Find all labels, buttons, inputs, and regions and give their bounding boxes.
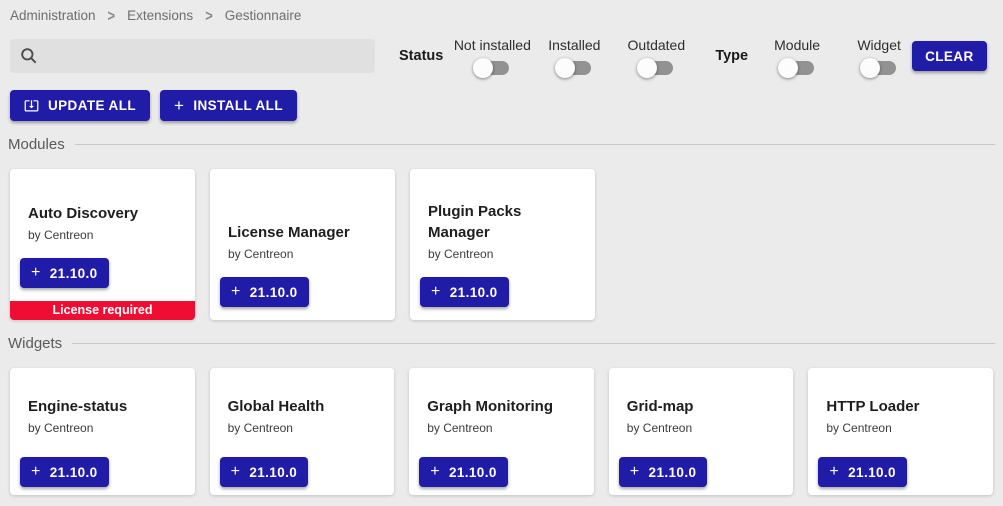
- install-version-button[interactable]: + 21.10.0: [20, 258, 109, 288]
- type-filter-label: Type: [715, 48, 749, 64]
- chevron-right-icon: >: [107, 6, 116, 25]
- update-all-button[interactable]: UPDATE ALL: [10, 90, 150, 121]
- version-label: 21.10.0: [249, 464, 298, 480]
- install-version-button[interactable]: + 21.10.0: [220, 277, 309, 307]
- install-all-button[interactable]: + INSTALL ALL: [160, 90, 297, 121]
- version-label: 21.10.0: [848, 464, 896, 480]
- plus-icon: +: [829, 463, 840, 480]
- bulk-actions: UPDATE ALL + INSTALL ALL: [10, 90, 993, 121]
- install-version-button[interactable]: + 21.10.0: [20, 457, 109, 487]
- extension-title: Auto Discovery: [28, 205, 139, 223]
- switch-off[interactable]: [554, 58, 591, 78]
- extension-title: HTTP Loader: [826, 398, 920, 415]
- plus-icon: +: [431, 283, 441, 300]
- extension-title: License Manager: [228, 224, 350, 242]
- modules-cards-row: Auto Discovery by Centreon + 21.10.0 Lic…: [10, 169, 993, 320]
- version-label: 21.10.0: [249, 284, 298, 300]
- toggle-label: Outdated: [627, 37, 686, 53]
- install-version-button[interactable]: + 21.10.0: [419, 457, 508, 487]
- toggle-label: Widget: [857, 37, 901, 53]
- license-required-banner: License required: [10, 301, 195, 320]
- section-title: Widgets: [8, 335, 63, 352]
- extension-title: Grid-map: [626, 398, 694, 415]
- section-title: Modules: [8, 136, 65, 153]
- install-version-button[interactable]: + 21.10.0: [818, 457, 907, 487]
- plus-icon: +: [31, 463, 41, 480]
- plus-icon: +: [174, 96, 185, 115]
- toggle-label: Installed: [548, 37, 601, 53]
- search-box[interactable]: [10, 39, 375, 73]
- extension-author: by Centreon: [626, 420, 693, 435]
- update-all-label: UPDATE ALL: [48, 98, 136, 113]
- chevron-right-icon: >: [205, 6, 213, 25]
- plus-icon: +: [31, 264, 41, 281]
- breadcrumb-gestionnaire[interactable]: Gestionnaire: [224, 8, 302, 23]
- search-input[interactable]: [45, 47, 366, 65]
- extension-title: Graph Monitoring: [427, 398, 554, 415]
- toggle-label: Module: [774, 37, 821, 53]
- download-box-icon: [24, 100, 39, 112]
- install-version-button[interactable]: + 21.10.0: [420, 277, 509, 307]
- breadcrumb-administration[interactable]: Administration: [10, 8, 96, 23]
- version-label: 21.10.0: [648, 464, 697, 480]
- extension-author: by Centreon: [826, 420, 892, 435]
- plus-icon: +: [231, 283, 241, 300]
- modules-section-header: Modules: [8, 136, 995, 153]
- install-version-button[interactable]: + 21.10.0: [219, 457, 309, 487]
- clear-button[interactable]: CLEAR: [912, 41, 987, 71]
- status-filter-label: Status: [399, 48, 444, 64]
- switch-off[interactable]: [859, 58, 896, 78]
- widgets-section-header: Widgets: [8, 335, 995, 352]
- version-label: 21.10.0: [448, 464, 497, 480]
- switch-knob: [472, 58, 493, 78]
- toggle-installed[interactable]: Installed: [541, 37, 607, 78]
- extension-author: by Centreon: [428, 247, 494, 261]
- filter-bar: Status Not installed Installed Outdated …: [10, 37, 987, 78]
- extension-card-license-manager[interactable]: License Manager by Centreon + 21.10.0: [210, 169, 395, 320]
- switch-off[interactable]: [636, 58, 673, 78]
- switch-off[interactable]: [472, 58, 509, 78]
- extension-title: Engine-status: [28, 398, 128, 415]
- switch-knob: [636, 58, 657, 78]
- switch-knob: [554, 58, 575, 78]
- search-icon: [21, 48, 37, 64]
- version-label: 21.10.0: [49, 464, 98, 480]
- extension-card-graph-monitoring[interactable]: Graph Monitoring by Centreon + 21.10.0: [409, 368, 594, 495]
- toggle-outdated[interactable]: Outdated: [623, 37, 689, 78]
- switch-knob: [859, 58, 880, 78]
- extension-author: by Centreon: [427, 420, 493, 435]
- switch-knob: [777, 58, 798, 78]
- plus-icon: +: [430, 463, 440, 480]
- version-label: 21.10.0: [49, 265, 98, 281]
- install-all-label: INSTALL ALL: [193, 98, 283, 113]
- extension-card-auto-discovery[interactable]: Auto Discovery by Centreon + 21.10.0 Lic…: [10, 169, 195, 320]
- install-version-button[interactable]: + 21.10.0: [618, 457, 708, 487]
- toggle-module[interactable]: Module: [764, 37, 830, 78]
- extension-author: by Centreon: [28, 420, 94, 435]
- version-label: 21.10.0: [449, 284, 498, 300]
- plus-icon: +: [230, 463, 241, 480]
- breadcrumb: Administration > Extensions > Gestionnai…: [0, 0, 1003, 27]
- extension-author: by Centreon: [28, 228, 94, 242]
- extension-author: by Centreon: [227, 420, 293, 435]
- extension-card-http-loader[interactable]: HTTP Loader by Centreon + 21.10.0: [808, 368, 993, 495]
- extension-card-global-health[interactable]: Global Health by Centreon + 21.10.0: [209, 368, 395, 495]
- toggle-widget[interactable]: Widget: [846, 37, 912, 78]
- extension-author: by Centreon: [228, 247, 294, 261]
- breadcrumb-extensions[interactable]: Extensions: [127, 8, 194, 23]
- widgets-cards-row: Engine-status by Centreon + 21.10.0 Glob…: [10, 368, 993, 495]
- extension-card-plugin-packs-manager[interactable]: Plugin Packs Manager by Centreon + 21.10…: [410, 169, 595, 320]
- extension-title: Global Health: [227, 398, 325, 415]
- section-divider: [74, 144, 995, 145]
- extension-card-engine-status[interactable]: Engine-status by Centreon + 21.10.0: [10, 368, 195, 495]
- extension-title: Plugin Packs Manager: [428, 202, 522, 242]
- switch-off[interactable]: [777, 58, 814, 78]
- plus-icon: +: [629, 463, 640, 480]
- toggle-not-installed[interactable]: Not installed: [454, 37, 531, 78]
- toggle-label: Not installed: [453, 37, 531, 53]
- section-divider: [72, 343, 995, 344]
- extension-card-grid-map[interactable]: Grid-map by Centreon + 21.10.0: [608, 368, 794, 495]
